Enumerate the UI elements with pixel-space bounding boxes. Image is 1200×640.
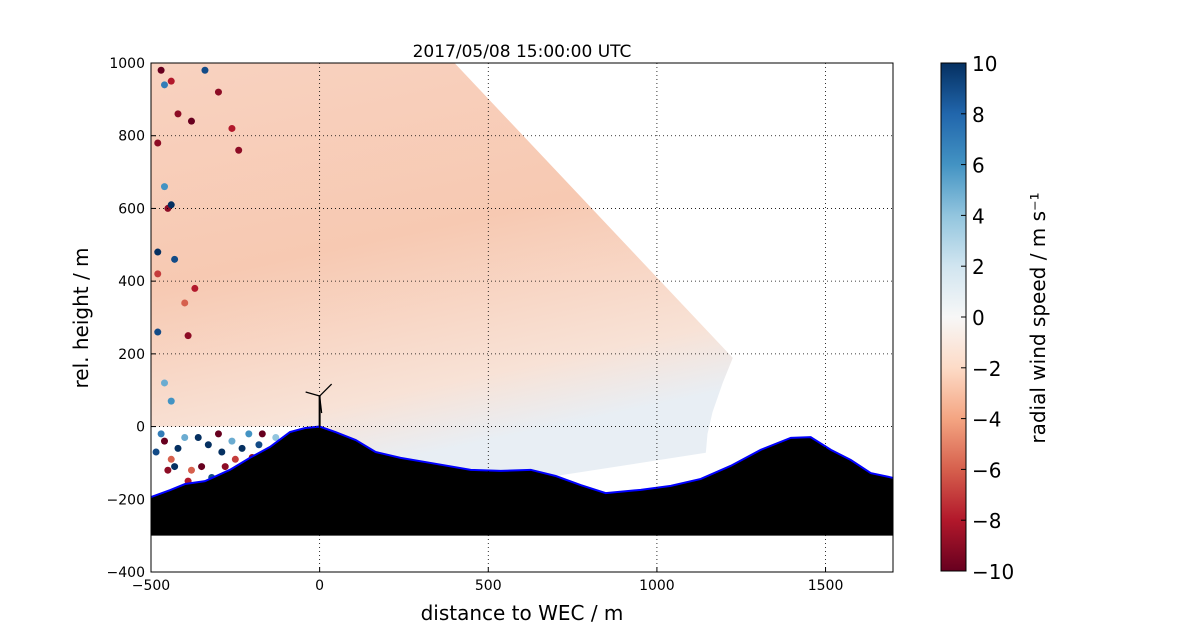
x-tick-label: 1000 <box>639 578 675 594</box>
noise-point <box>174 110 182 118</box>
y-tick-label: 600 <box>118 201 145 217</box>
chart-title: 2017/05/08 15:00:00 UTC <box>413 42 632 62</box>
scan-sector <box>151 63 733 477</box>
x-axis-label: distance to WEC / m <box>421 601 624 625</box>
noise-point <box>214 88 222 96</box>
y-tick-label: −200 <box>107 492 145 508</box>
noise-point <box>214 430 222 438</box>
noise-point <box>160 81 168 89</box>
colorbar-tick-label: −6 <box>972 458 1001 482</box>
colorbar-tick-label: 4 <box>972 204 985 228</box>
colorbar-label: radial wind speed / m s⁻¹ <box>1026 192 1050 443</box>
noise-point <box>164 466 172 474</box>
noise-point <box>154 328 162 336</box>
noise-point <box>204 441 212 449</box>
noise-point <box>191 284 199 292</box>
plot-area <box>151 63 893 536</box>
colorbar-tick-label: 8 <box>972 103 985 127</box>
turbine-blade <box>305 391 320 397</box>
noise-point <box>157 66 165 74</box>
noise-point <box>157 430 165 438</box>
noise-point <box>171 255 179 263</box>
colorbar-axis: 10 8 6 4 2 0 −2 −4 −6 −8 −10 <box>961 52 1014 584</box>
noise-point <box>167 455 175 463</box>
colorbar-tick-label: −2 <box>972 357 1001 381</box>
colorbar-tick-label: −4 <box>972 408 1001 432</box>
colorbar-tick-label: 10 <box>972 52 997 76</box>
x-tick-label: 0 <box>315 578 324 594</box>
x-tick-label: 1500 <box>808 578 844 594</box>
noise-point <box>228 437 236 445</box>
noise-point <box>152 448 160 456</box>
y-tick-label: −400 <box>107 565 145 581</box>
noise-point <box>160 437 168 445</box>
noise-point <box>167 397 175 405</box>
y-tick-label: 0 <box>136 420 145 436</box>
grid-lines <box>151 63 893 572</box>
y-axis-label: rel. height / m <box>69 247 93 388</box>
noise-point <box>255 441 263 449</box>
noise-point <box>184 332 192 340</box>
noise-point <box>238 444 246 452</box>
noise-point <box>174 444 182 452</box>
colorbar-tick-label: 6 <box>972 154 985 178</box>
y-tick-label: 200 <box>118 347 145 363</box>
noise-point <box>221 463 229 471</box>
y-tick-label: 1000 <box>109 56 145 72</box>
y-tick-label: 800 <box>118 129 145 145</box>
noise-point <box>218 448 226 456</box>
colorbar-tick-label: −10 <box>972 560 1014 584</box>
noise-point <box>181 433 189 441</box>
noise-point <box>201 66 209 74</box>
x-tick-label: −500 <box>132 578 170 594</box>
noise-point <box>171 463 179 471</box>
noise-point <box>272 433 280 441</box>
noise-point <box>187 466 195 474</box>
terrain <box>151 426 893 536</box>
noise-point <box>231 455 239 463</box>
noise-point <box>187 117 195 125</box>
noise-point <box>154 270 162 278</box>
colorbar-tick-label: 0 <box>972 306 985 330</box>
terrain-outline <box>151 425 893 499</box>
noise-point <box>167 201 175 209</box>
noise-point <box>194 433 202 441</box>
noise-point <box>154 139 162 147</box>
noise-point <box>235 146 243 154</box>
noise-point <box>198 463 206 471</box>
noise-point <box>258 430 266 438</box>
axes: −500 0 500 1000 1500 −400 −200 0 200 400 600 800 100… <box>107 56 844 594</box>
noise-point <box>154 248 162 256</box>
noise-point <box>160 379 168 387</box>
y-tick-label: 400 <box>118 274 145 290</box>
noise-point <box>167 77 175 85</box>
turbine-blade <box>319 383 333 397</box>
plot-frame <box>150 62 894 573</box>
noise-point <box>245 430 253 438</box>
colorbar-tick-label: 2 <box>972 255 985 279</box>
x-tick-label: 500 <box>475 578 502 594</box>
noise-point <box>228 124 236 132</box>
noise-point <box>160 183 168 191</box>
noise-point <box>181 299 189 307</box>
turbine-blade <box>318 395 323 414</box>
colorbar-tick-label: −8 <box>972 509 1001 533</box>
